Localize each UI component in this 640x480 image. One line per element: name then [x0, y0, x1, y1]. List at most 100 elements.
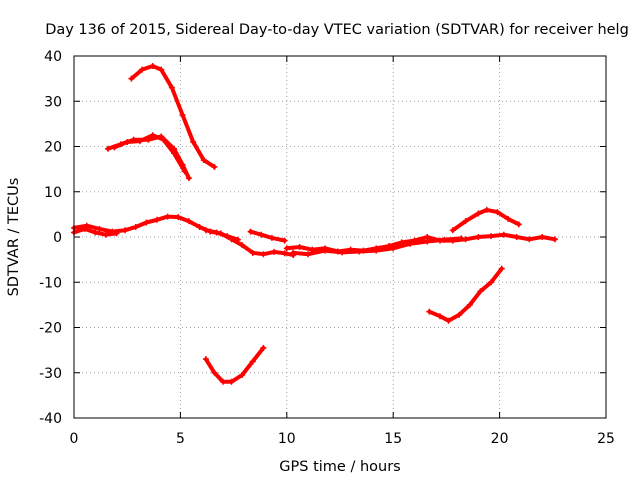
data-point — [258, 231, 265, 238]
data-point — [445, 317, 452, 324]
data-point — [475, 234, 482, 240]
data-point — [200, 157, 207, 164]
data-point — [124, 138, 131, 145]
data-point — [515, 221, 522, 228]
data-point — [171, 150, 178, 157]
y-tick-label: -20 — [39, 321, 62, 337]
data-point — [228, 378, 235, 385]
y-tick-label: 40 — [44, 49, 62, 65]
data-point — [175, 214, 182, 221]
x-tick-label: 25 — [597, 431, 615, 447]
data-point — [239, 372, 246, 379]
data-point — [92, 229, 99, 236]
data-point — [132, 224, 139, 231]
data-point — [179, 111, 186, 118]
data-point — [168, 84, 175, 91]
data-point — [477, 288, 484, 295]
data-point — [128, 75, 135, 82]
x-tick-label: 15 — [384, 431, 402, 447]
data-point — [260, 251, 267, 258]
x-axis-label: GPS time / hours — [279, 459, 400, 475]
data-point — [224, 233, 231, 240]
data-point — [139, 66, 146, 73]
series-arc-mid-b — [111, 132, 188, 175]
data-point — [458, 235, 465, 242]
data-point — [426, 308, 433, 315]
data-point — [466, 301, 473, 308]
data-point — [462, 218, 469, 225]
series-line — [427, 266, 504, 323]
data-point — [202, 356, 209, 363]
data-point — [196, 224, 203, 231]
series-arc-short-b — [202, 227, 241, 243]
data-point — [149, 62, 156, 69]
data-point — [102, 231, 109, 238]
data-point — [551, 236, 558, 243]
y-tick-label: 20 — [44, 140, 62, 156]
axis-ticks: 0 5 10 15 20 25 40 30 20 10 0 -10 -20 -30 -40 — [39, 49, 615, 447]
data-point — [296, 243, 303, 250]
data-point — [190, 138, 197, 145]
y-axis-label: SDTVAR / TECUs — [6, 178, 22, 297]
data-point — [271, 248, 278, 255]
data-point — [390, 245, 397, 252]
data-point — [113, 230, 120, 237]
data-point — [475, 210, 482, 217]
data-point — [122, 227, 129, 234]
series-arc-upper — [128, 62, 218, 170]
data-point — [513, 234, 520, 240]
data-point — [211, 163, 218, 170]
data-point — [449, 227, 456, 234]
data-point — [456, 311, 463, 318]
data-point — [373, 247, 380, 254]
data-point — [202, 227, 209, 234]
data-point — [407, 240, 414, 247]
x-tick-label: 10 — [278, 431, 296, 447]
series-arc-negative — [426, 265, 505, 324]
data-point — [290, 249, 297, 256]
data-point — [219, 378, 226, 385]
data-point — [185, 218, 192, 225]
series-line — [203, 345, 266, 384]
series-line — [248, 229, 287, 243]
data-point — [437, 313, 444, 320]
data-point — [268, 234, 275, 241]
x-tick-label: 20 — [491, 431, 509, 447]
data-point — [249, 358, 256, 365]
data-point — [526, 236, 533, 243]
data-point — [164, 213, 171, 220]
data-point — [143, 219, 150, 226]
series-arc-short-a — [247, 228, 288, 244]
data-point — [96, 225, 103, 232]
x-tick-label: 5 — [176, 431, 185, 447]
data-point — [149, 132, 156, 139]
y-tick-label: -10 — [39, 275, 62, 291]
data-point — [158, 66, 165, 73]
data-point — [539, 234, 546, 240]
data-point — [498, 265, 505, 272]
series-arc-hump — [449, 206, 522, 234]
data-point — [356, 248, 363, 255]
series-line — [450, 207, 521, 233]
data-point — [305, 251, 312, 258]
data-point — [185, 175, 192, 182]
data-point — [211, 369, 218, 376]
data-point — [494, 209, 501, 216]
data-point — [322, 247, 329, 254]
data-series — [71, 62, 558, 385]
chart-title: Day 136 of 2015, Sidereal Day-to-day VTE… — [45, 22, 629, 38]
data-point — [281, 250, 288, 257]
data-point — [160, 136, 167, 143]
data-point — [488, 233, 495, 240]
data-point — [424, 238, 431, 245]
y-tick-label: 30 — [44, 94, 62, 110]
series-arc-mid-a — [105, 133, 192, 182]
series-arc-zero-2b — [290, 235, 465, 258]
data-point — [181, 168, 188, 175]
data-point — [260, 344, 267, 351]
data-point — [505, 215, 512, 222]
data-point — [462, 236, 469, 243]
x-tick-label: 0 — [70, 431, 79, 447]
data-point — [488, 279, 495, 286]
